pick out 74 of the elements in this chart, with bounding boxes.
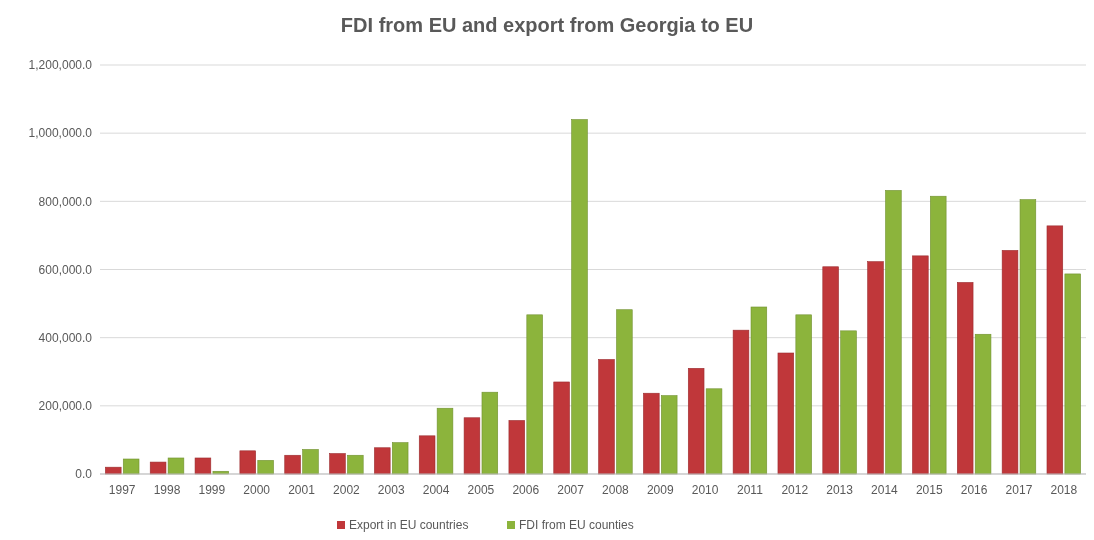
bar: [392, 442, 409, 475]
bar: [732, 329, 750, 475]
x-tick-label: 2007: [557, 483, 585, 497]
bar: [705, 388, 723, 475]
bar: [885, 190, 902, 475]
x-tick-label: 2009: [646, 483, 674, 497]
bar: [974, 333, 992, 475]
legend-label: Export in EU countries: [349, 518, 469, 532]
bar: [418, 435, 436, 475]
bar: [930, 195, 947, 475]
x-tick-label: 2003: [377, 483, 405, 497]
x-tick-label: 2012: [781, 483, 809, 497]
bar: [912, 255, 929, 475]
x-tick-label: 1999: [198, 483, 226, 497]
y-tick-label: 1,200,000.0: [28, 58, 93, 73]
bar: [840, 330, 857, 475]
bar: [1064, 273, 1081, 475]
bar: [957, 282, 974, 475]
y-tick-label: 200,000.0: [38, 399, 93, 414]
bar: [167, 457, 185, 475]
bar: [867, 261, 884, 475]
bar: [481, 391, 499, 475]
bar: [463, 417, 481, 475]
bar: [1046, 225, 1064, 475]
bar: [1001, 250, 1019, 475]
x-tick-label: 2004: [422, 483, 450, 497]
bar: [616, 309, 633, 475]
x-tick-label: 2006: [512, 483, 540, 497]
bar: [661, 395, 678, 475]
bar: [598, 359, 615, 475]
bar: [149, 461, 167, 475]
bar: [257, 460, 274, 475]
bar: [777, 352, 794, 475]
x-tick-label: 2005: [467, 483, 495, 497]
x-tick-label: 1997: [108, 483, 136, 497]
x-tick-label: 2000: [243, 483, 271, 497]
bar: [329, 453, 346, 475]
bar: [374, 447, 391, 475]
x-tick-label: 2010: [691, 483, 719, 497]
bar: [750, 306, 768, 475]
x-tick-label: 2018: [1050, 483, 1078, 497]
bar: [1019, 199, 1037, 475]
bar: [643, 392, 660, 475]
x-tick-label: 2015: [915, 483, 943, 497]
bar: [347, 454, 364, 475]
bar: [822, 266, 839, 475]
y-tick-label: 400,000.0: [38, 330, 93, 345]
bar: [239, 450, 256, 475]
bar: [571, 119, 588, 475]
bar: [436, 407, 454, 475]
y-tick-label: 1,000,000.0: [28, 126, 93, 141]
bar: [795, 314, 812, 475]
x-tick-label: 2008: [602, 483, 630, 497]
x-tick-label: 2014: [871, 483, 899, 497]
y-tick-label: 800,000.0: [38, 194, 93, 209]
x-tick-label: 2011: [737, 483, 764, 497]
legend-label: FDI from EU counties: [519, 518, 634, 532]
bar: [687, 368, 705, 475]
x-tick-label: 2002: [333, 483, 361, 497]
bar: [553, 381, 570, 475]
chart-title: FDI from EU and export from Georgia to EU: [340, 14, 754, 36]
x-tick-label: 2001: [288, 483, 316, 497]
bar: [284, 454, 301, 475]
x-tick-label: 2016: [960, 483, 988, 497]
x-tick-label: 1998: [153, 483, 181, 497]
bar: [194, 457, 212, 475]
x-tick-label: 2013: [826, 483, 854, 497]
bar: [302, 449, 319, 475]
x-tick-label: 2017: [1005, 483, 1033, 497]
y-tick-label: 600,000.0: [38, 262, 93, 277]
bar: [122, 458, 140, 475]
bar: [508, 420, 525, 475]
bar: [526, 314, 543, 475]
y-tick-label: 0.0: [75, 467, 93, 482]
